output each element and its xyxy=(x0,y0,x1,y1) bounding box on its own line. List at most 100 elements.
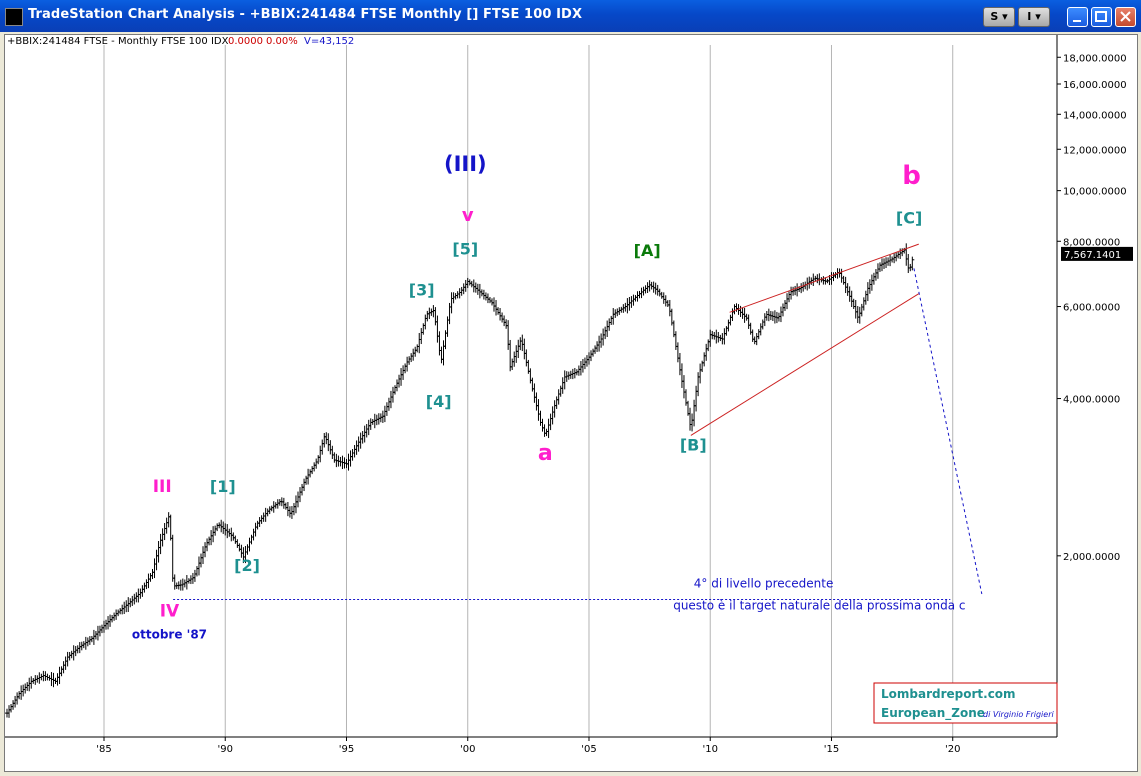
chart-area[interactable]: (III) v [5] [3] [4] III [1] [2] IV ottobre '87 a [A… xyxy=(4,34,1138,772)
price-bar xyxy=(627,297,632,311)
price-bar xyxy=(124,600,129,613)
price-bar xyxy=(463,279,468,292)
price-bar xyxy=(445,316,450,337)
price-bar xyxy=(235,539,240,548)
price-bar xyxy=(37,672,42,684)
price-bar xyxy=(229,527,234,542)
price-bar xyxy=(374,414,379,426)
price-bar xyxy=(633,295,638,302)
price-bar xyxy=(576,365,581,376)
price-bar xyxy=(287,506,292,518)
price-bar xyxy=(75,645,80,654)
price-bar xyxy=(514,345,519,363)
price-bar xyxy=(778,306,783,323)
price-bar xyxy=(245,544,250,555)
price-bar xyxy=(667,299,672,317)
price-bar xyxy=(411,348,416,361)
price-bar xyxy=(595,341,600,352)
price-bar xyxy=(267,506,272,515)
price-bar xyxy=(562,370,567,390)
price-bar xyxy=(194,566,199,577)
price-bar xyxy=(71,645,76,661)
maximize-button[interactable] xyxy=(1091,7,1112,27)
price-chart[interactable]: (III) v [5] [3] [4] III [1] [2] IV ottobre '87 a [A… xyxy=(5,35,1137,771)
price-bar xyxy=(201,546,206,565)
i-dropdown-button[interactable]: I ▾ xyxy=(1018,7,1050,27)
price-bar xyxy=(679,363,684,388)
price-bar xyxy=(348,450,353,467)
price-bar xyxy=(257,517,262,527)
price-bar xyxy=(504,319,509,329)
s-dropdown-button[interactable]: S ▾ xyxy=(983,7,1015,27)
price-bar xyxy=(849,290,854,307)
x-tick-label: '15 xyxy=(824,744,839,755)
wave-label: ottobre '87 xyxy=(132,627,207,641)
price-bar xyxy=(621,304,626,313)
price-bar xyxy=(15,692,20,705)
price-bar xyxy=(847,286,852,302)
price-bar xyxy=(91,629,96,645)
price-bar xyxy=(843,276,848,294)
price-bar xyxy=(395,379,400,392)
price-bar xyxy=(528,368,533,384)
price-bar xyxy=(677,352,682,376)
price-bar xyxy=(293,495,298,514)
price-bar xyxy=(708,329,713,347)
price-bar xyxy=(524,349,529,367)
price-bar xyxy=(801,282,806,292)
price-bar xyxy=(29,676,34,689)
price-bar xyxy=(93,630,98,640)
price-bar xyxy=(704,343,709,361)
price-bar xyxy=(300,483,305,496)
close-button[interactable] xyxy=(1115,7,1136,27)
price-bar xyxy=(390,386,395,403)
price-bar xyxy=(510,358,515,370)
price-bar xyxy=(417,332,422,354)
price-bar xyxy=(19,685,24,700)
price-bar xyxy=(746,314,751,329)
price-bar xyxy=(603,326,608,340)
price-bar xyxy=(496,307,501,315)
price-bar xyxy=(352,445,357,458)
price-bar xyxy=(156,540,161,563)
price-bar xyxy=(481,289,486,300)
price-bar xyxy=(787,291,792,303)
price-bar xyxy=(277,499,282,506)
price-bar xyxy=(865,282,870,302)
price-bar xyxy=(142,582,147,593)
price-bar xyxy=(27,677,32,692)
price-bar xyxy=(203,542,208,558)
x-tick-label: '10 xyxy=(702,744,717,755)
price-bar xyxy=(221,521,226,534)
price-bar xyxy=(249,534,254,545)
price-bar xyxy=(451,292,456,304)
wave-label: [5] xyxy=(452,239,478,258)
watermark-zone: European_Zone xyxy=(881,706,985,721)
y-tick-label: 4,000.0000 xyxy=(1063,395,1120,406)
price-bar xyxy=(397,374,402,388)
price-bar xyxy=(431,305,436,318)
price-bar xyxy=(641,286,646,296)
wedge-upper-line xyxy=(729,243,919,313)
price-bar xyxy=(760,319,765,330)
price-bar xyxy=(291,503,296,516)
price-bar xyxy=(251,528,256,541)
wedge-lower-line xyxy=(690,293,920,436)
price-bar xyxy=(63,656,68,670)
price-bar xyxy=(259,515,264,524)
minimize-button[interactable] xyxy=(1067,7,1088,27)
price-bar xyxy=(13,695,18,708)
y-tick-label: 12,000.0000 xyxy=(1063,145,1127,156)
price-bar xyxy=(619,306,624,313)
price-bar xyxy=(306,468,311,485)
price-bar xyxy=(776,312,781,322)
price-bar xyxy=(295,491,300,508)
price-bar xyxy=(435,315,440,343)
price-bar xyxy=(724,326,729,336)
price-bar xyxy=(469,280,474,288)
price-bar xyxy=(890,256,895,263)
price-bar xyxy=(875,263,880,279)
price-bar xyxy=(366,419,371,436)
tradestation-app-icon[interactable] xyxy=(5,8,23,26)
x-tick-label: '95 xyxy=(339,744,354,755)
